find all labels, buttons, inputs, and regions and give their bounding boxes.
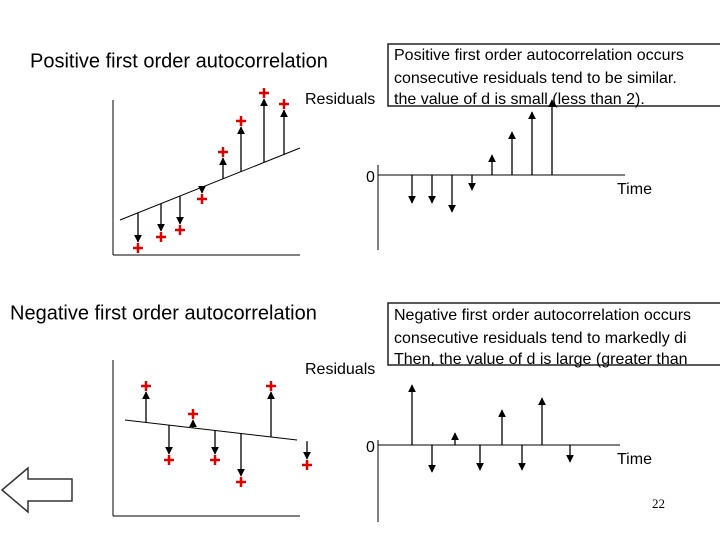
box-line: Negative first order autocorrelation occ… [394,307,691,324]
trend-line [124,419,298,441]
box-line: the value of d is small (less than 2). [394,91,645,108]
axis-label: Residuals [305,361,375,378]
axis-label: Time [617,181,652,198]
axis-label: Residuals [305,91,375,108]
section-title: Negative first order autocorrelation [10,302,317,324]
text-box [387,43,720,107]
zero-label: 0 [366,439,375,456]
page-number: 22 [652,496,665,511]
trend-line [119,147,301,221]
box-line: Then, the value of d is large (greater t… [394,351,688,368]
box-line: consecutive residuals tend to be similar… [394,70,677,87]
box-line: consecutive residuals tend to markedly d… [394,330,687,347]
zero-label: 0 [366,169,375,186]
section-title: Positive first order autocorrelation [30,50,328,72]
back-arrow-button[interactable] [0,466,73,514]
box-line: Positive first order autocorrelation occ… [394,47,684,64]
axis-label: Time [617,451,652,468]
text-box [387,302,720,366]
